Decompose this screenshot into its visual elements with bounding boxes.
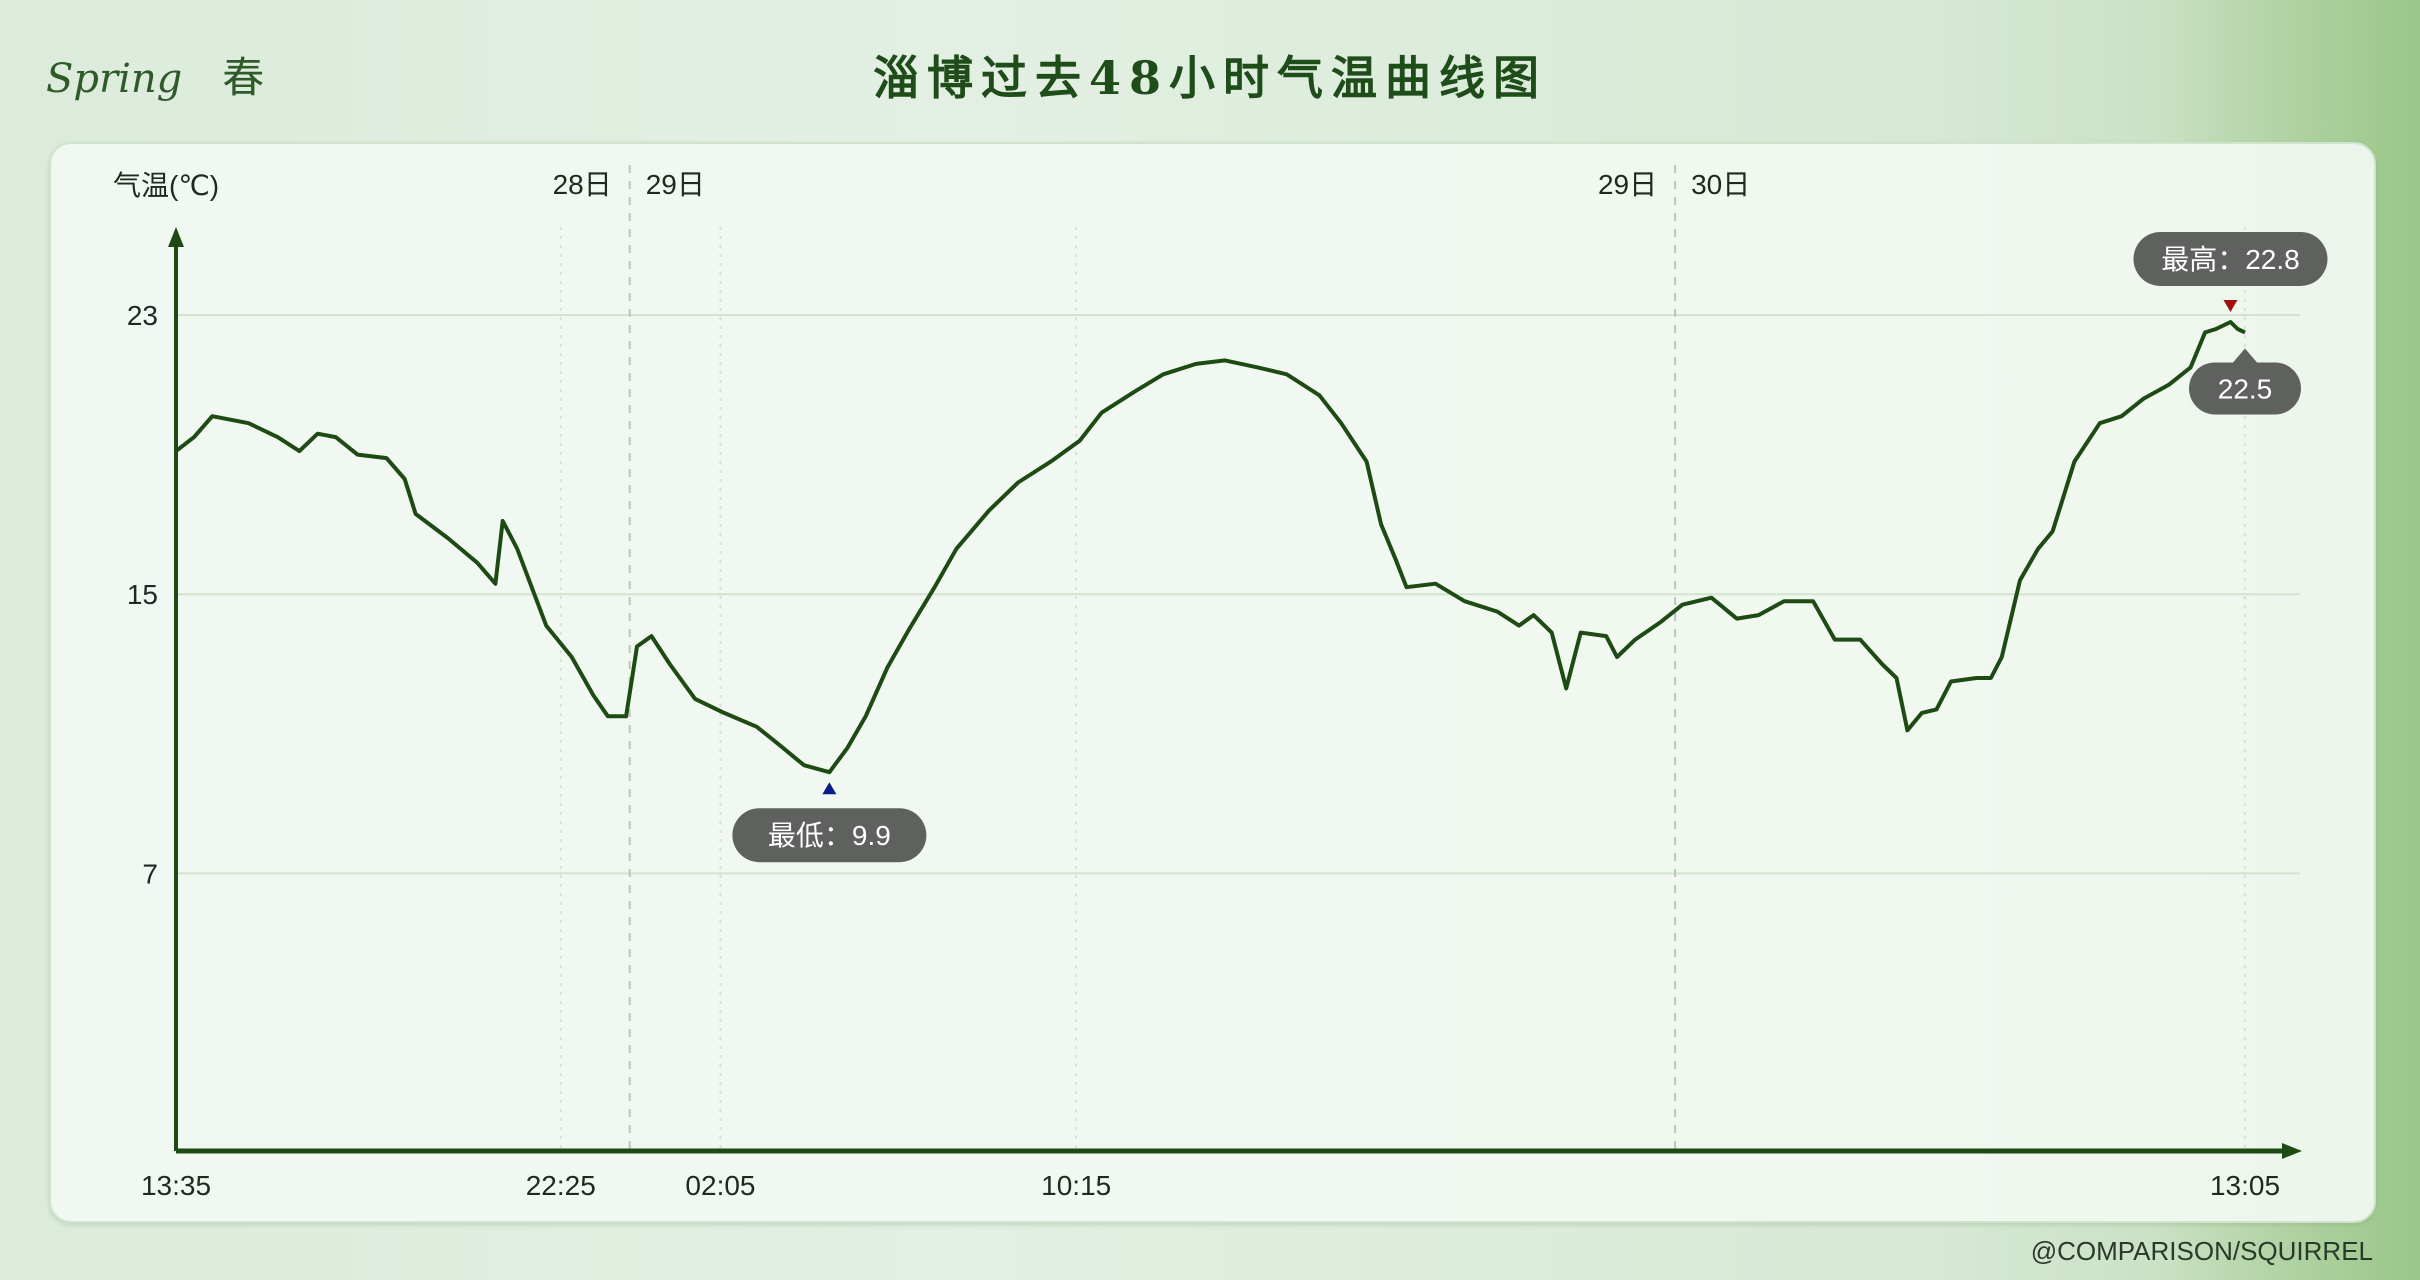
y-tick-label: 15	[127, 579, 158, 610]
page-title: 淄博过去48小时气温曲线图	[872, 51, 1547, 105]
min-badge-label: 最低：9.9	[768, 820, 891, 851]
max-marker-icon	[2223, 299, 2238, 312]
day-label: 30日	[1691, 169, 1750, 200]
max-badge	[2133, 231, 2328, 286]
current-badge-label: 22.5	[2218, 373, 2273, 404]
brand-en: Spring	[46, 56, 183, 102]
day-label: 29日	[646, 169, 705, 200]
x-tick-label: 22:25	[526, 1170, 596, 1201]
max-badge-label: 最高：22.8	[2161, 244, 2300, 275]
x-axis-arrow	[2282, 1143, 2302, 1159]
chart-card	[49, 142, 2376, 1223]
min-marker-icon	[822, 782, 837, 795]
day-label: 29日	[1598, 169, 1657, 200]
current-badge	[2189, 362, 2301, 415]
x-tick-label: 02:05	[685, 1170, 755, 1201]
watermark: @COMPARISON/SQUIRREL	[2030, 1236, 2373, 1266]
y-axis-label: 气温(℃)	[113, 170, 219, 201]
current-pointer-icon	[2233, 348, 2257, 363]
x-tick-label: 10:15	[1041, 1170, 1111, 1201]
y-tick-label: 7	[142, 858, 158, 889]
y-tick-label: 23	[127, 300, 158, 331]
day-label: 28日	[553, 169, 612, 200]
x-tick-label: 13:35	[141, 1170, 211, 1201]
temperature-line	[174, 320, 2246, 775]
brand: Spring 春	[46, 44, 264, 105]
y-axis-arrow	[168, 227, 184, 247]
brand-cn: 春	[222, 53, 265, 102]
x-tick-label: 13:05	[2210, 1170, 2280, 1201]
min-badge	[732, 808, 927, 863]
